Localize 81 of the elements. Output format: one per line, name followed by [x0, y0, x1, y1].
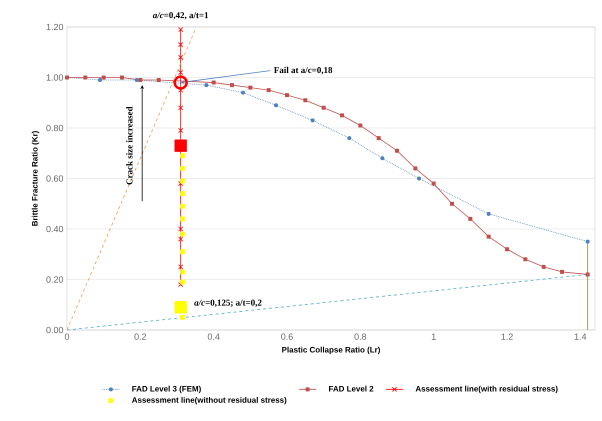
point: [180, 178, 185, 184]
point: [450, 202, 454, 206]
point: [340, 113, 344, 118]
point: [560, 270, 564, 274]
point: [266, 88, 271, 92]
point: [174, 301, 187, 314]
text: a/c=0,42, a/t=1: [152, 12, 208, 20]
point: [212, 80, 216, 85]
point: [413, 166, 418, 170]
point: [180, 314, 185, 320]
point: [432, 182, 436, 186]
annotation: Fail at a/c=0,18: [274, 66, 332, 74]
point: [180, 166, 185, 171]
point: [83, 76, 88, 80]
point: [180, 153, 185, 158]
point: [542, 264, 546, 269]
x-tick-label: 1.2: [501, 334, 513, 340]
point: [178, 105, 184, 110]
point: [486, 212, 491, 216]
point: [174, 139, 187, 152]
point: [180, 191, 185, 196]
x-tick-label: 0.4: [208, 334, 220, 340]
point: [310, 118, 315, 122]
point: [173, 75, 188, 90]
annotation: a/c=0,125; a/t=0,2: [194, 300, 262, 307]
point: [180, 204, 185, 209]
x-tick-label: 1: [432, 334, 436, 340]
point: [180, 270, 185, 274]
point: [178, 54, 184, 60]
y-tick-label: 1.20: [46, 24, 64, 30]
x-tick-label: 1.4: [574, 334, 586, 340]
point: [395, 148, 399, 153]
point: [178, 27, 184, 32]
x-tick-label: 0.8: [354, 334, 366, 340]
point: [486, 234, 491, 239]
y-tick-label: 1.00: [46, 74, 64, 81]
point: [468, 216, 472, 221]
point: [586, 272, 590, 276]
point: [417, 176, 421, 180]
point: [505, 247, 509, 252]
annotation: Crack size increased: [126, 106, 132, 184]
point: [178, 282, 184, 288]
point: [230, 83, 234, 88]
point: [180, 280, 185, 284]
x-tick-label: 0.6: [281, 334, 293, 340]
point: [523, 257, 528, 262]
point: [134, 78, 139, 82]
point: [178, 236, 184, 242]
point: [178, 264, 184, 270]
point: [102, 76, 106, 80]
y-tick-label: 0.40: [46, 226, 64, 232]
point: [180, 216, 185, 222]
point: [586, 240, 590, 244]
y-tick-label: 0.00: [46, 326, 64, 334]
point: [138, 78, 142, 82]
point: [204, 83, 208, 88]
point: [180, 232, 185, 236]
point: [178, 181, 184, 186]
point: [380, 156, 384, 160]
point: [241, 90, 245, 95]
point: [178, 42, 184, 48]
point: [178, 70, 184, 75]
point: [285, 93, 289, 98]
point: [98, 78, 102, 82]
point: [274, 103, 278, 108]
y-tick-label: 0.20: [46, 276, 64, 283]
point: [358, 123, 362, 128]
point: [178, 226, 184, 232]
point: [178, 128, 184, 134]
x-tick-label: 0.2: [134, 334, 146, 340]
point: [347, 136, 352, 140]
x-tick-label: 0: [64, 334, 70, 340]
point: [248, 86, 252, 90]
point: [322, 106, 326, 110]
point: [120, 76, 124, 80]
y-tick-label: 0.80: [46, 124, 64, 132]
point: [376, 136, 381, 140]
point: [156, 78, 161, 82]
point: [180, 249, 185, 254]
y-tick-label: 0.60: [46, 175, 64, 182]
point: [303, 98, 308, 102]
